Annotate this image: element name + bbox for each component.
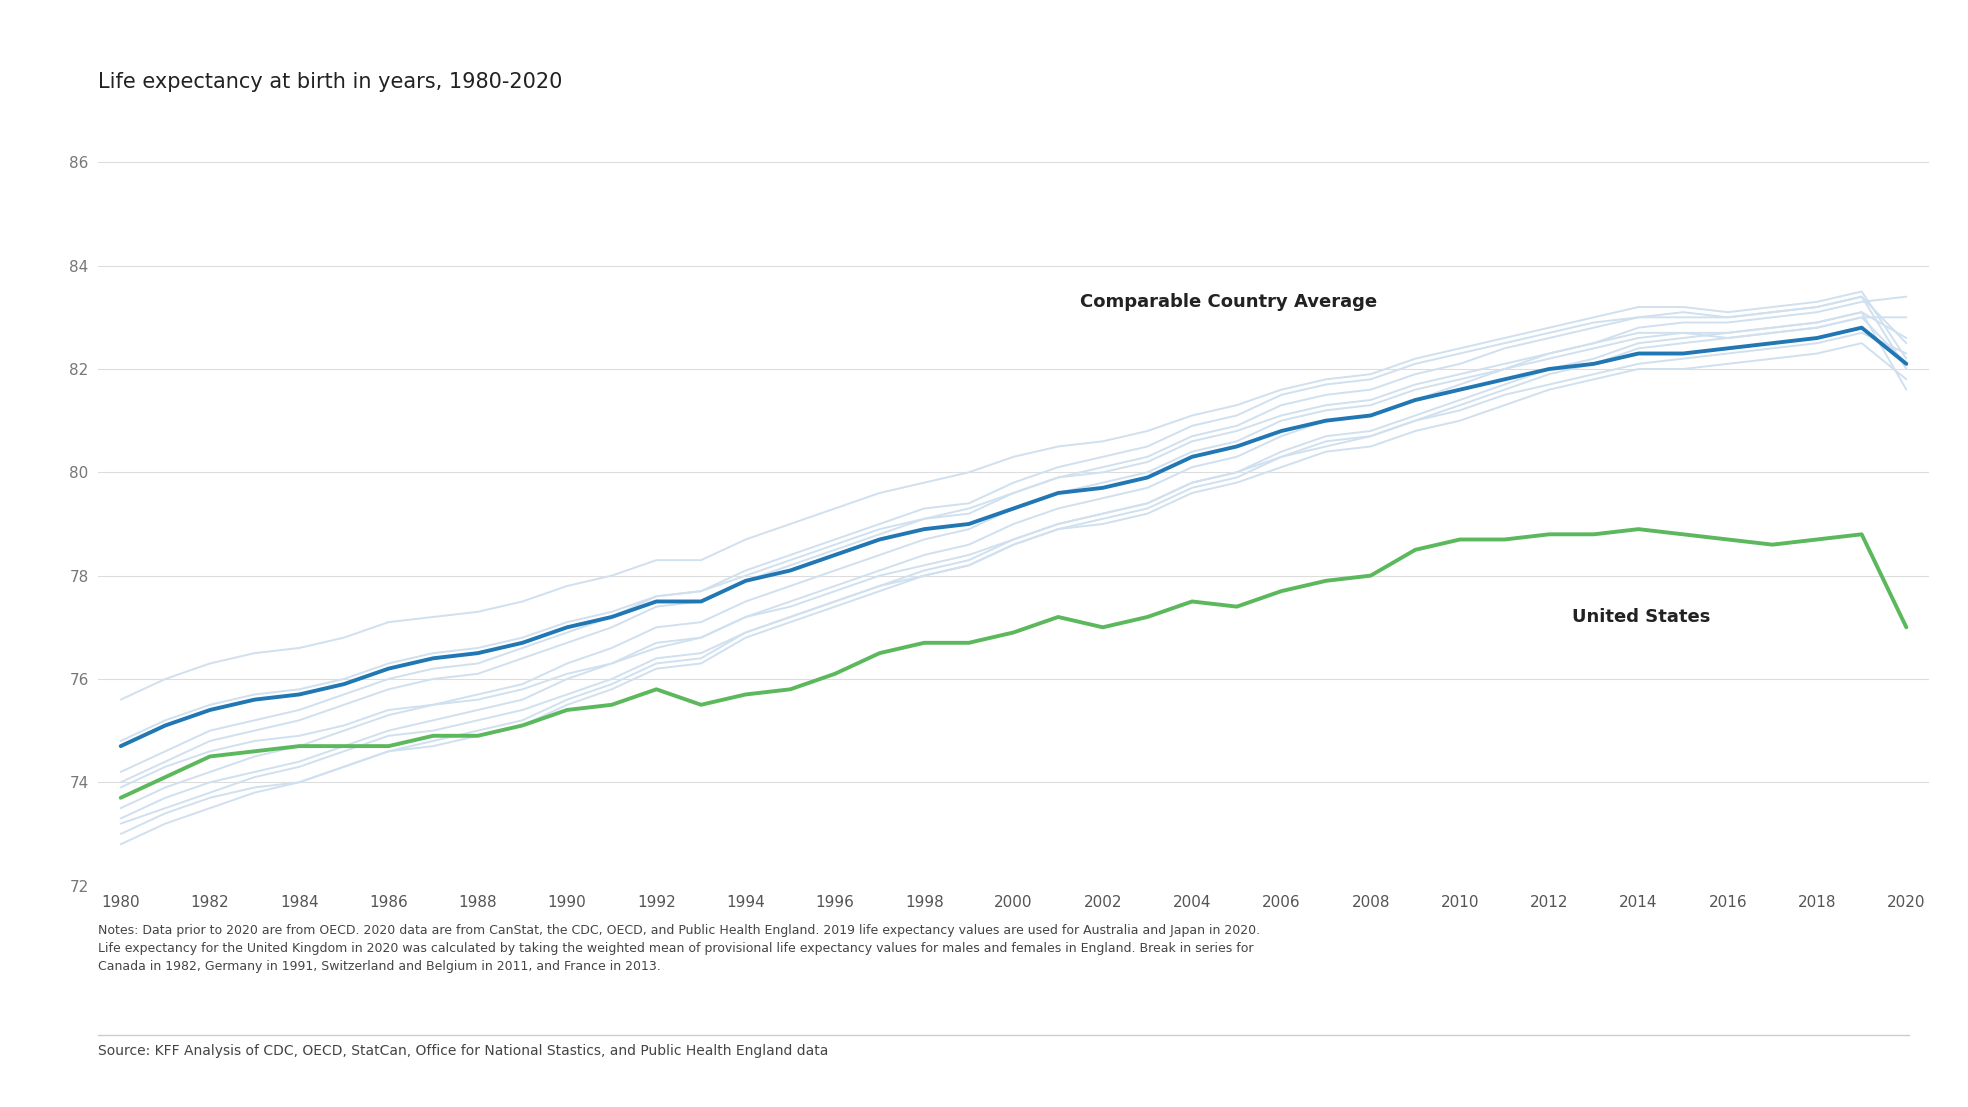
Text: Comparable Country Average: Comparable Country Average: [1080, 293, 1378, 311]
Text: Life expectancy at birth in years, 1980-2020: Life expectancy at birth in years, 1980-…: [98, 72, 563, 92]
Text: Notes: Data prior to 2020 are from OECD. 2020 data are from CanStat, the CDC, OE: Notes: Data prior to 2020 are from OECD.…: [98, 924, 1261, 973]
Text: United States: United States: [1572, 608, 1710, 627]
Text: Source: KFF Analysis of CDC, OECD, StatCan, Office for National Stastics, and Pu: Source: KFF Analysis of CDC, OECD, StatC…: [98, 1044, 829, 1058]
